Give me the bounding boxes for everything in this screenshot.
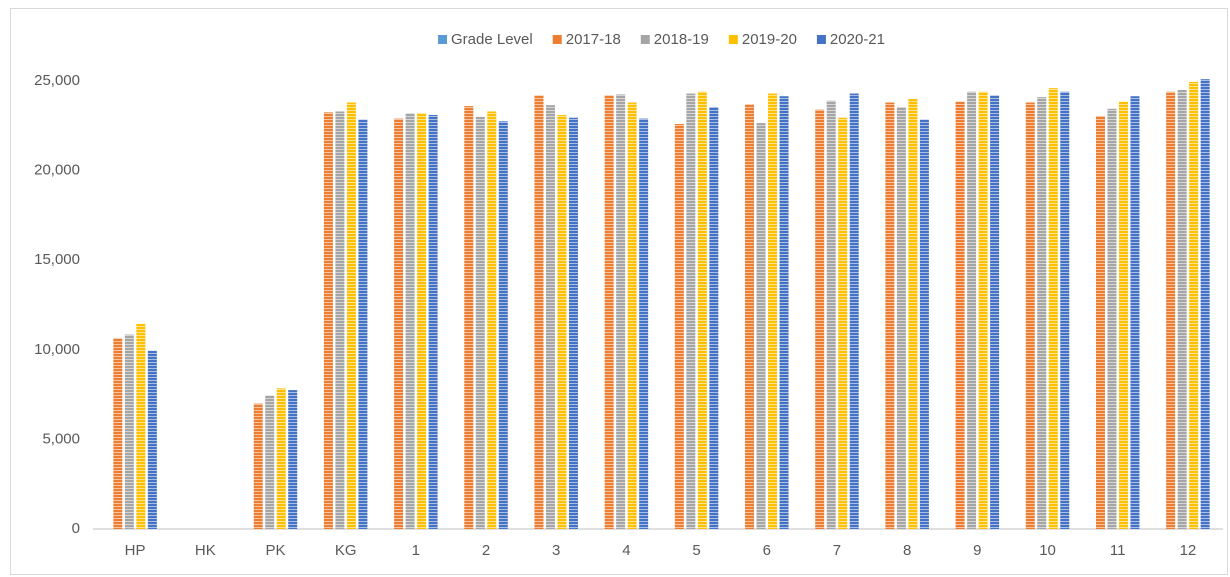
- legend-label: 2020-21: [830, 31, 885, 48]
- bar: [113, 338, 123, 529]
- y-tick-label: 15,000: [34, 251, 80, 268]
- bar: [568, 117, 578, 530]
- bar: [616, 94, 626, 529]
- bar: [1048, 88, 1058, 529]
- bar: [487, 111, 497, 530]
- bar: [124, 334, 134, 529]
- bar: [908, 98, 918, 530]
- x-tick-label: 2: [482, 542, 490, 559]
- bar: [534, 95, 544, 529]
- legend-swatch: [552, 35, 562, 44]
- x-tick-label: 4: [622, 542, 630, 559]
- bar: [1025, 102, 1035, 529]
- bar: [697, 91, 707, 529]
- bar: [545, 105, 555, 529]
- bar: [288, 390, 298, 529]
- bar: [1118, 101, 1128, 529]
- bar: [885, 102, 895, 529]
- legend-label: 2017-18: [566, 31, 621, 48]
- bar: [604, 95, 614, 529]
- bar: [919, 119, 929, 529]
- bar: [978, 91, 988, 529]
- bar: [1166, 91, 1176, 529]
- bar: [768, 93, 778, 529]
- bar: [990, 95, 1000, 529]
- y-tick-label: 25,000: [34, 72, 80, 89]
- bar: [323, 112, 333, 530]
- bar: [346, 102, 356, 529]
- bar: [896, 106, 906, 529]
- bar: [1037, 97, 1047, 530]
- bar: [253, 403, 263, 529]
- x-tick-label: 8: [903, 542, 911, 559]
- bar: [849, 93, 859, 529]
- x-tick-label: 5: [692, 542, 700, 559]
- bar: [1107, 108, 1117, 529]
- bar: [557, 115, 567, 529]
- legend: Grade Level 2017-18 2018-19 2019-20 2020-21: [438, 31, 885, 48]
- legend-label: 2018-19: [654, 31, 709, 48]
- bar: [838, 117, 848, 530]
- bar: [686, 93, 696, 529]
- bar: [276, 388, 286, 529]
- bar: [1189, 81, 1199, 530]
- bar: [955, 101, 965, 529]
- x-tick-label: 3: [552, 542, 560, 559]
- x-tick-label: 9: [973, 542, 981, 559]
- bar: [1060, 91, 1070, 529]
- bar: [815, 109, 825, 529]
- x-tick-label: KG: [335, 542, 357, 559]
- x-tick-label: 7: [833, 542, 841, 559]
- x-tick-label: PK: [265, 542, 285, 559]
- bar: [1095, 115, 1105, 529]
- legend-label: Grade Level: [451, 31, 533, 48]
- x-tick-label: 1: [412, 542, 420, 559]
- x-tick-label: HK: [195, 542, 216, 559]
- y-tick-label: 0: [72, 520, 80, 537]
- bar: [1130, 96, 1140, 530]
- bar: [464, 106, 474, 529]
- bar: [709, 106, 719, 529]
- bar: [475, 116, 485, 529]
- bar: [136, 323, 146, 529]
- x-tick-label: 10: [1039, 542, 1056, 559]
- x-tick-label: 11: [1110, 542, 1126, 559]
- legend-swatch: [640, 35, 650, 44]
- x-tick-label: HP: [125, 542, 146, 559]
- bar: [498, 121, 508, 529]
- bar: [1177, 89, 1187, 530]
- bar: [358, 119, 368, 529]
- bar: [745, 104, 755, 530]
- bar: [147, 350, 157, 529]
- y-tick-label: 10,000: [34, 341, 80, 358]
- bar: [674, 124, 684, 530]
- bar: [756, 123, 766, 529]
- bar: [428, 115, 438, 529]
- bar: [627, 102, 637, 529]
- y-tick-label: 20,000: [34, 162, 80, 179]
- legend-swatch: [816, 35, 826, 44]
- bar: [394, 118, 404, 529]
- legend-label: 2019-20: [742, 31, 797, 48]
- bar: [779, 96, 789, 530]
- bar: [405, 113, 415, 530]
- bar: [639, 118, 649, 529]
- bar: [335, 111, 345, 530]
- x-tick-label: 6: [763, 542, 771, 559]
- bar: [265, 395, 275, 529]
- legend-swatch: [438, 35, 448, 44]
- bar: [967, 91, 977, 529]
- bar: [1200, 79, 1210, 529]
- y-tick-label: 5,000: [42, 430, 80, 447]
- legend-swatch: [728, 35, 738, 44]
- bar: [417, 113, 427, 530]
- x-tick-label: 12: [1180, 542, 1197, 559]
- bar: [826, 100, 836, 529]
